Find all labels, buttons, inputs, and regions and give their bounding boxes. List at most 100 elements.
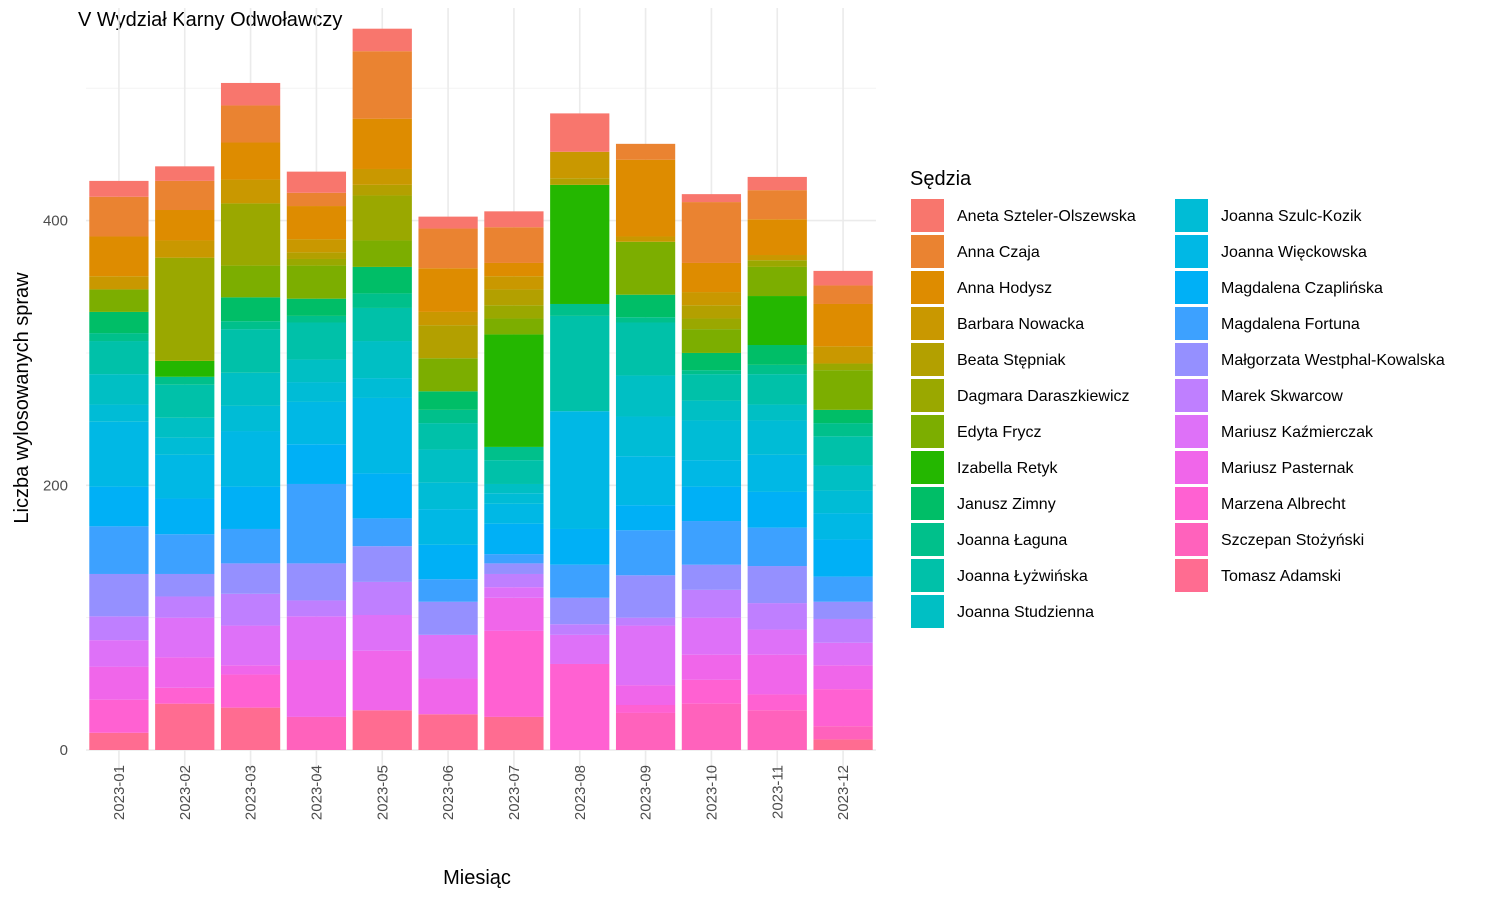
bar-segment-joanna-lyzwinska	[89, 341, 149, 375]
bar-segment-joanna-laguna	[550, 303, 610, 316]
bar-segment-dagmara-daraszkiewicz	[484, 305, 544, 319]
bar-segment-anna-czaja	[418, 228, 478, 269]
legend-title: Sędzia	[910, 168, 972, 190]
bar-segment-marek-skwarcow	[615, 617, 676, 626]
x-tick-label: 2023-11	[769, 765, 786, 819]
bar-segment-joanna-wieckowska	[155, 454, 215, 499]
bar-segment-joanna-laguna	[220, 321, 281, 330]
bar-segment-anna-czaja	[155, 180, 215, 211]
bar-segment-malgorzata-westphal-kowalska	[550, 597, 610, 625]
bar-segment-szczepan-stozynski	[286, 716, 347, 750]
legend-key-magdalena-fortuna	[1175, 307, 1208, 340]
bar-segment-edyta-frycz	[681, 329, 742, 353]
bar-segment-marek-skwarcow	[89, 616, 149, 641]
bar-segment-barbara-nowacka	[286, 239, 347, 253]
bar-segment-magdalena-czaplinska	[220, 486, 281, 529]
bar-segment-aneta-szteler-olszewska	[681, 194, 742, 203]
bar-segment-izabella-retyk	[484, 334, 544, 447]
bar-segment-joanna-lyzwinska	[550, 315, 610, 412]
bar-segment-dagmara-daraszkiewicz	[747, 260, 807, 267]
bar-segment-dagmara-daraszkiewicz	[155, 257, 215, 361]
bar-segment-malgorzata-westphal-kowalska	[220, 563, 281, 594]
bar-segment-mariusz-kazmierczak	[89, 640, 149, 667]
bar-segment-anna-czaja	[813, 285, 873, 304]
legend-key-izabella-retyk	[911, 451, 944, 484]
legend-label-joanna-lyzwinska: Joanna Łyżwińska	[957, 568, 1088, 585]
bar-segment-mariusz-pasternak	[681, 654, 742, 680]
bar-segment-edyta-frycz	[286, 265, 347, 299]
x-axis-title: Miesiąc	[443, 867, 511, 889]
bar-segment-magdalena-czaplinska	[352, 473, 412, 519]
bar-segment-janusz-zimny	[89, 311, 149, 334]
bar-segment-mariusz-kazmierczak	[352, 615, 412, 651]
bar-segment-anna-hodysz	[747, 219, 807, 256]
bar-segment-magdalena-czaplinska	[155, 498, 215, 535]
bar-segment-edyta-frycz	[352, 240, 412, 267]
legend-label-mariusz-pasternak: Mariusz Pasternak	[1221, 460, 1354, 477]
bar-segment-joanna-laguna	[286, 315, 347, 323]
bar-segment-barbara-nowacka	[550, 151, 610, 179]
legend-label-mariusz-kazmierczak: Mariusz Kaźmierczak	[1221, 424, 1374, 441]
bar-segment-anna-czaja	[747, 190, 807, 220]
bar-segment-joanna-wieckowska	[550, 411, 610, 529]
bar-segment-anna-hodysz	[418, 268, 478, 312]
legend-key-joanna-studzienna	[911, 595, 944, 628]
bar-segment-magdalena-fortuna	[550, 564, 610, 598]
bar-segment-mariusz-pasternak	[813, 665, 873, 690]
bar-segment-joanna-szulc-kozik	[681, 420, 742, 461]
bar-segment-anna-hodysz	[681, 262, 742, 293]
legend-key-tomasz-adamski	[1175, 559, 1208, 592]
bar-segment-aneta-szteler-olszewska	[155, 166, 215, 181]
bar-segment-anna-hodysz	[286, 206, 347, 240]
bar-segment-dagmara-daraszkiewicz	[220, 203, 281, 266]
bar-segment-tomasz-adamski	[89, 732, 149, 750]
legend-key-szczepan-stozynski	[1175, 523, 1208, 556]
bar-segment-joanna-wieckowska	[813, 513, 873, 540]
bar-segment-mariusz-kazmierczak	[550, 634, 610, 664]
bar-segment-magdalena-fortuna	[220, 528, 281, 564]
bar-segment-marek-skwarcow	[352, 581, 412, 616]
x-tick-label: 2023-09	[638, 765, 655, 820]
bar-segment-joanna-lyzwinska	[286, 322, 347, 360]
legend-label-izabella-retyk: Izabella Retyk	[957, 460, 1058, 477]
legend-label-aneta-szteler-olszewska: Aneta Szteler-Olszewska	[957, 208, 1136, 225]
bar-segment-malgorzata-westphal-kowalska	[89, 573, 149, 617]
bar-segment-barbara-nowacka	[352, 168, 412, 185]
bar-segment-mariusz-kazmierczak	[681, 617, 742, 655]
bar-segment-marzena-albrecht	[747, 694, 807, 711]
bar-segment-anna-hodysz	[220, 142, 281, 180]
bar-segment-edyta-frycz	[484, 318, 544, 335]
bar-segment-joanna-wieckowska	[615, 456, 676, 506]
bar-segment-barbara-nowacka	[681, 292, 742, 306]
bar-segment-joanna-lyzwinska	[418, 423, 478, 450]
bar-segment-dagmara-daraszkiewicz	[681, 318, 742, 330]
bar-segment-tomasz-adamski	[484, 716, 544, 750]
bar-segment-magdalena-fortuna	[747, 527, 807, 567]
bar-segment-anna-hodysz	[813, 303, 873, 347]
bar-segment-joanna-lyzwinska	[813, 436, 873, 466]
bar-segment-edyta-frycz	[747, 266, 807, 297]
bar-segment-magdalena-czaplinska	[615, 505, 676, 531]
bar-segment-malgorzata-westphal-kowalska	[418, 601, 478, 635]
bar-segment-anna-czaja	[286, 192, 347, 207]
bar-segment-edyta-frycz	[89, 289, 149, 312]
legend-key-joanna-laguna	[911, 523, 944, 556]
bar-segment-joanna-szulc-kozik	[220, 405, 281, 432]
legend-label-marzena-albrecht: Marzena Albrecht	[1221, 496, 1346, 513]
bar-segment-barbara-nowacka	[615, 236, 676, 242]
bar-segment-janusz-zimny	[220, 297, 281, 322]
bar-segment-janusz-zimny	[352, 266, 412, 294]
bar-segment-janusz-zimny	[813, 409, 873, 424]
bar-segment-joanna-laguna	[89, 333, 149, 342]
bar-segment-dagmara-daraszkiewicz	[286, 258, 347, 266]
bar-segment-joanna-laguna	[418, 409, 478, 424]
bar-segment-joanna-laguna	[484, 446, 544, 461]
bar-segment-anna-hodysz	[89, 236, 149, 277]
bar-segment-joanna-laguna	[615, 317, 676, 323]
bar-segment-joanna-wieckowska	[418, 509, 478, 545]
bar-segment-marzena-albrecht	[813, 689, 873, 727]
legend-label-szczepan-stozynski: Szczepan Stożyński	[1221, 532, 1364, 549]
bar-segment-aneta-szteler-olszewska	[89, 180, 149, 197]
legend-key-janusz-zimny	[911, 487, 944, 520]
bar-segment-mariusz-kazmierczak	[747, 629, 807, 655]
